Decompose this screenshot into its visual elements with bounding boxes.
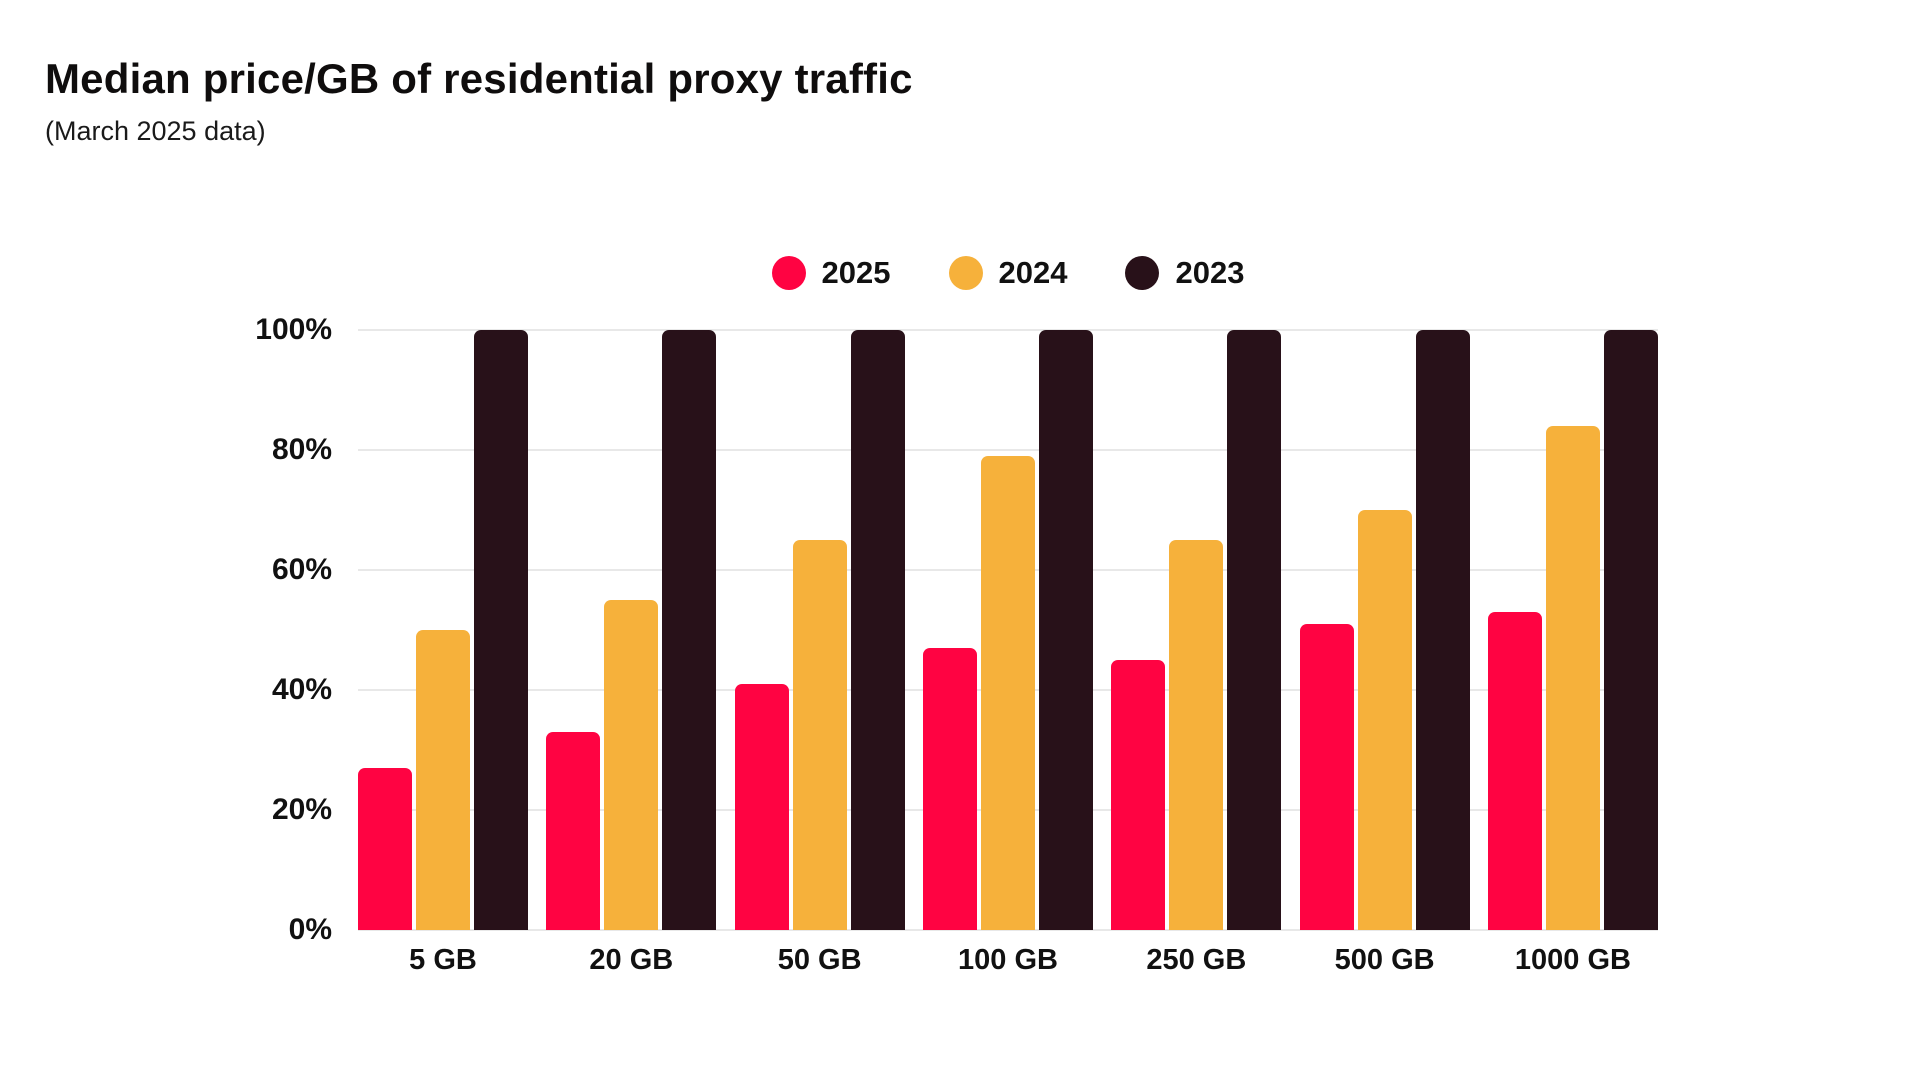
bar-2025-250-gb <box>1111 660 1166 930</box>
legend-label: 2024 <box>998 255 1068 290</box>
bar-2023-500-gb <box>1415 330 1470 930</box>
bar-2023-5-gb <box>474 330 528 930</box>
y-tick-label: 60% <box>271 553 332 586</box>
bar-2024-5-gb <box>416 630 470 930</box>
bar-2025-1000-gb <box>1487 612 1542 930</box>
plot-area: 5 GB 20 GB 50 GB 100 GB 250 GB 500 GB 1000 GB <box>358 329 1658 976</box>
bar-2023-1000-gb <box>1603 330 1658 930</box>
legend-item-2024: 2024 <box>948 255 1068 290</box>
gridline <box>358 929 1658 931</box>
bar-2024-500-gb <box>1357 510 1412 930</box>
bar-group-500-gb: 500 GB <box>1299 330 1470 976</box>
bar-group-1000-gb: 1000 GB <box>1487 330 1658 976</box>
bar-2025-500-gb <box>1299 624 1354 930</box>
gridline <box>358 329 1658 331</box>
bar-group-20-gb: 20 GB <box>546 330 717 976</box>
legend-dot-2025 <box>771 256 806 290</box>
chart-subtitle: (March 2025 data) <box>45 116 266 146</box>
x-axis-label: 100 GB <box>958 944 1058 976</box>
y-tick-label: 80% <box>271 433 332 466</box>
y-tick-label: 40% <box>271 673 332 706</box>
bar-2025-5-gb <box>358 768 412 930</box>
legend-item-2023: 2023 <box>1125 256 1244 290</box>
chart-title: Median price/GB of residential proxy tra… <box>45 55 913 102</box>
bar-2023-100-gb <box>1038 330 1093 930</box>
y-tick-label: 0% <box>288 913 332 946</box>
bar-group-50-gb: 50 GB <box>734 330 905 976</box>
y-tick-label: 20% <box>271 793 332 826</box>
bar-2023-50-gb <box>850 330 905 930</box>
x-axis-label: 50 GB <box>777 944 862 976</box>
x-axis-label: 1000 GB <box>1514 944 1631 976</box>
bar-group-250-gb: 250 GB <box>1111 330 1282 976</box>
x-axis-label: 20 GB <box>589 944 674 976</box>
bar-2024-20-gb <box>604 600 659 930</box>
legend-dot-2024 <box>948 256 983 290</box>
legend-dot-2023 <box>1125 256 1160 290</box>
bar-2025-50-gb <box>734 684 789 930</box>
bar-2024-50-gb <box>792 540 847 930</box>
bar-2025-100-gb <box>922 648 977 930</box>
legend-label: 2025 <box>821 255 891 290</box>
gridline <box>358 449 1658 451</box>
bar-group-100-gb: 100 GB <box>922 330 1093 976</box>
bar-groups: 5 GB 20 GB 50 GB 100 GB 250 GB 500 GB 1000 GB <box>358 330 1658 976</box>
bar-2024-250-gb <box>1169 540 1224 930</box>
bar-group-5-gb: 5 GB <box>358 330 528 976</box>
bar-2023-20-gb <box>662 330 717 930</box>
bar-2024-100-gb <box>980 456 1035 930</box>
y-axis: 100% 80% 60% 40% 20% 0% <box>160 315 332 945</box>
bar-2023-250-gb <box>1227 330 1282 930</box>
bar-2024-1000-gb <box>1545 426 1600 930</box>
legend-item-2025: 2025 <box>771 255 891 290</box>
bar-2025-20-gb <box>546 732 601 930</box>
legend-label: 2023 <box>1175 255 1245 290</box>
legend: 2025 2024 2023 <box>358 256 1658 290</box>
x-axis-label: 5 GB <box>409 944 477 976</box>
y-tick-label: 100% <box>255 313 332 346</box>
x-axis-label: 250 GB <box>1146 944 1247 976</box>
x-axis-label: 500 GB <box>1334 944 1435 976</box>
